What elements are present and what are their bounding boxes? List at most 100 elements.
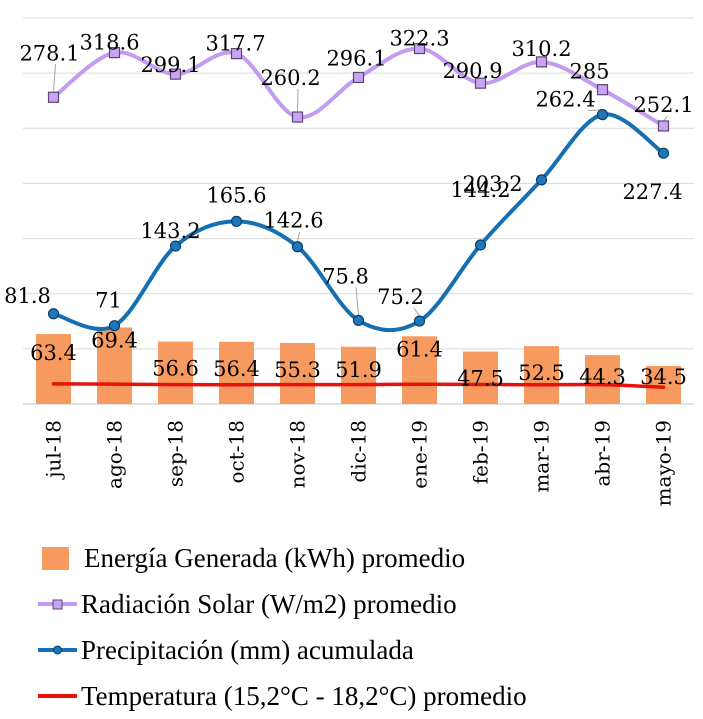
chart: 63.4 69.4 56.6 56.4 55.3 51.9 61.4 47.5 52.5 44.3… bbox=[4, 17, 694, 506]
data-label: 317.7 bbox=[205, 32, 265, 56]
legend-swatch-square-marker-line-icon bbox=[38, 594, 77, 614]
data-label: 252.1 bbox=[633, 93, 693, 117]
leader-line bbox=[663, 115, 668, 122]
data-label: 63.4 bbox=[30, 341, 77, 365]
data-label: 278.1 bbox=[19, 41, 79, 65]
data-label: 296.1 bbox=[326, 46, 386, 70]
data-label: 34.5 bbox=[640, 365, 687, 389]
data-label: 144.2 bbox=[450, 178, 510, 202]
data-label: 143.2 bbox=[140, 219, 200, 243]
marker-square-jul-18 bbox=[47, 91, 60, 103]
marker-square-abr-19 bbox=[596, 84, 609, 96]
marker-square-ene-19 bbox=[413, 42, 426, 55]
legend-item-energia: Energía Generada (kWh) promedio bbox=[38, 535, 527, 581]
legend-label: Precipitación (mm) acumulada bbox=[81, 634, 414, 665]
x-tick-label: ene-19 bbox=[408, 420, 432, 489]
bar-abr-19 bbox=[585, 355, 620, 404]
data-label: 262.4 bbox=[535, 88, 595, 112]
legend-label: Temperatura (15,2°C - 18,2°C) promedio bbox=[81, 680, 527, 711]
x-tick-label: nov-18 bbox=[286, 420, 310, 488]
x-tick-label: feb-19 bbox=[469, 420, 493, 484]
data-label: 47.5 bbox=[457, 367, 504, 391]
marker-circle-feb-19 bbox=[474, 239, 487, 251]
data-label: 290.9 bbox=[442, 59, 502, 83]
data-label: 56.4 bbox=[213, 357, 260, 381]
legend-item-precipitacion: Precipitación (mm) acumulada bbox=[38, 627, 527, 673]
legend-swatch-line-icon bbox=[38, 686, 77, 706]
x-axis-tick-labels: jul-18 ago-18 sep-18 oct-18 nov-18 dic-18 ene-… bbox=[42, 420, 676, 506]
marker-circle-ago-18 bbox=[108, 320, 121, 332]
data-label: 44.3 bbox=[579, 365, 626, 389]
data-label: 285 bbox=[569, 60, 609, 84]
gridlines bbox=[23, 17, 694, 405]
leader-line bbox=[297, 231, 300, 242]
data-label: 56.6 bbox=[152, 357, 199, 381]
leader-line bbox=[413, 307, 420, 317]
leader-line bbox=[355, 287, 359, 316]
legend-item-radiacion: Radiación Solar (W/m2) promedio bbox=[38, 581, 527, 627]
bar-ago-18 bbox=[97, 327, 132, 404]
x-tick-label: ago-18 bbox=[103, 420, 127, 489]
bar-oct-18 bbox=[219, 341, 254, 404]
marker-circle-sep-18 bbox=[169, 240, 182, 252]
legend-swatch-circle-marker-line-icon bbox=[38, 640, 77, 660]
leader-line bbox=[297, 89, 299, 113]
line-temperatura bbox=[51, 382, 666, 389]
bar-sep-18 bbox=[158, 341, 193, 404]
marker-circle-oct-18 bbox=[230, 215, 243, 227]
x-tick-label: sep-18 bbox=[164, 420, 188, 487]
marker-circle-mar-19 bbox=[535, 174, 548, 186]
marker-square-mayo-19 bbox=[657, 120, 670, 132]
data-label: 61.4 bbox=[396, 337, 443, 361]
x-tick-label: oct-18 bbox=[225, 420, 249, 484]
data-label: 142.6 bbox=[263, 209, 323, 233]
marker-circle-abr-19 bbox=[596, 109, 609, 121]
data-label: 75.8 bbox=[322, 264, 369, 288]
bar-mar-19 bbox=[524, 346, 559, 404]
data-label: 322.3 bbox=[389, 27, 449, 51]
marker-circle-dic-18 bbox=[352, 314, 365, 327]
x-tick-label: abr-19 bbox=[591, 420, 615, 487]
marker-square-mar-19 bbox=[535, 56, 548, 68]
x-tick-label: dic-18 bbox=[347, 420, 371, 483]
data-label: 81.8 bbox=[4, 284, 51, 308]
data-label: 260.2 bbox=[260, 66, 320, 90]
marker-square-nov-18 bbox=[291, 111, 304, 123]
marker-circle-jul-18 bbox=[47, 308, 60, 320]
marker-square-sep-18 bbox=[169, 68, 182, 80]
data-label: 318.6 bbox=[79, 31, 139, 55]
bar-ene-19 bbox=[402, 336, 437, 404]
bar-jul-18 bbox=[36, 334, 71, 404]
data-label: 203.2 bbox=[462, 172, 522, 196]
data-label: 69.4 bbox=[91, 328, 138, 352]
legend-item-temperatura: Temperatura (15,2°C - 18,2°C) promedio bbox=[38, 673, 527, 719]
x-tick-label: mayo-19 bbox=[652, 420, 676, 506]
data-label: 52.5 bbox=[518, 361, 565, 385]
bar-dic-18 bbox=[341, 346, 376, 404]
data-label: 165.6 bbox=[206, 183, 266, 207]
legend-label: Energía Generada (kWh) promedio bbox=[84, 542, 466, 573]
marker-square-oct-18 bbox=[230, 48, 243, 60]
marker-square-ago-18 bbox=[108, 47, 121, 59]
bar-series-energia bbox=[36, 327, 681, 404]
data-labels: 63.4 69.4 56.6 56.4 55.3 51.9 61.4 47.5 52.5 44.3… bbox=[4, 27, 693, 391]
data-label: 51.9 bbox=[335, 358, 382, 382]
marker-square-dic-18 bbox=[352, 71, 365, 84]
x-tick-label: jul-18 bbox=[42, 420, 66, 480]
line-markers bbox=[47, 42, 670, 332]
marker-circle-nov-18 bbox=[291, 241, 304, 253]
legend: Energía Generada (kWh) promedio Radiació… bbox=[38, 535, 527, 719]
data-label: 75.2 bbox=[377, 285, 424, 309]
marker-circle-mayo-19 bbox=[657, 147, 670, 159]
marker-square-feb-19 bbox=[474, 77, 487, 89]
bar-feb-19 bbox=[463, 351, 498, 404]
x-tick-label: mar-19 bbox=[530, 420, 554, 493]
leader-line bbox=[53, 64, 56, 93]
data-label: 299.1 bbox=[140, 53, 200, 77]
data-label: 227.4 bbox=[622, 180, 682, 204]
marker-circle-ene-19 bbox=[413, 315, 426, 327]
bar-nov-18 bbox=[280, 343, 315, 404]
legend-label: Radiación Solar (W/m2) promedio bbox=[81, 588, 457, 619]
legend-swatch-bar-icon bbox=[42, 546, 69, 570]
data-label: 310.2 bbox=[511, 37, 571, 61]
